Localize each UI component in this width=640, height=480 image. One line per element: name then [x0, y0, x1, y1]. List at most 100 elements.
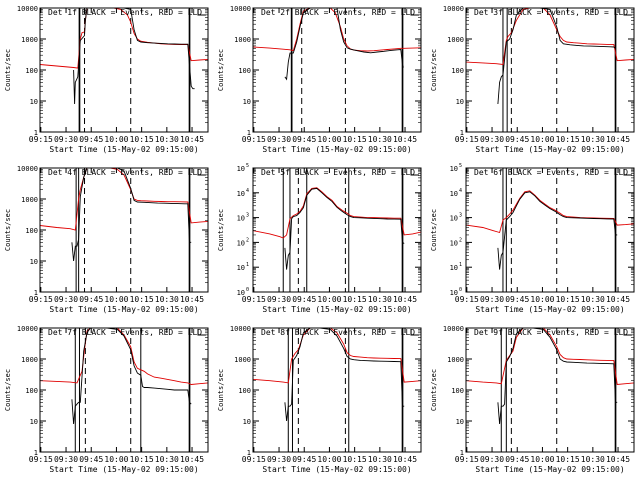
x-tick-label: 09:45 [292, 455, 316, 464]
x-tick-label: 10:00 [104, 295, 128, 304]
y-tick-exponent: 1 [459, 262, 462, 268]
y-axis-label: Counts/sec [4, 209, 12, 251]
series-lld-line [40, 8, 208, 69]
y-tick-label: 1000 [447, 36, 464, 44]
x-tick-label: 10:45 [180, 295, 204, 304]
y-tick-label: 1000 [21, 196, 38, 204]
x-tick-label: 10:45 [393, 135, 417, 144]
x-tick-label: 10:15 [556, 135, 580, 144]
y-tick-label: 1 [247, 129, 251, 137]
y-axis-label: Counts/sec [430, 49, 438, 91]
panel-2: 09:15 09:30 09:45 10:00 10:15 10:30 10:45 1 10 10… [217, 5, 422, 154]
y-tick-label: 10 [237, 190, 245, 198]
y-tick-exponent: 1 [246, 262, 249, 268]
y-tick-label: 10 [456, 98, 464, 106]
x-tick-label: 10:30 [581, 455, 605, 464]
series-events-line [497, 8, 616, 105]
y-tick-label: 1 [34, 449, 38, 457]
y-tick-exponent: 3 [459, 213, 462, 219]
y-tick-label: 100 [25, 227, 38, 235]
y-tick-label: 100 [238, 387, 251, 395]
panel-title: Det 3f BLACK = Events, RED = LLD [474, 8, 628, 17]
y-tick-label: 10 [450, 165, 458, 173]
y-tick-label: 1 [34, 289, 38, 297]
y-tick-label: 10000 [230, 5, 251, 13]
y-tick-label: 10000 [17, 165, 38, 173]
y-tick-label: 1 [247, 449, 251, 457]
corner-glyph [410, 169, 419, 176]
panel-title: Det 9f BLACK = Events, RED = LLD [474, 328, 628, 337]
x-tick-label: 09:30 [54, 135, 78, 144]
x-axis-label: Start Time (15-May-02 09:15:00) [475, 465, 624, 474]
y-tick-exponent: 0 [246, 287, 249, 293]
y-tick-label: 100 [451, 387, 464, 395]
x-axis-label: Start Time (15-May-02 09:15:00) [49, 305, 198, 314]
series-events-line [284, 187, 405, 270]
x-tick-label: 10:00 [317, 135, 341, 144]
series-events-line [284, 328, 405, 422]
x-tick-label: 09:30 [480, 455, 504, 464]
x-tick-label: 09:15 [29, 455, 53, 464]
y-tick-label: 10 [450, 239, 458, 247]
x-tick-label: 09:30 [267, 295, 291, 304]
x-tick-label: 10:00 [530, 455, 554, 464]
series-events-line [284, 8, 404, 81]
x-tick-label: 09:45 [505, 295, 529, 304]
x-tick-label: 09:15 [29, 295, 53, 304]
panel-title: Det 7f BLACK = Events, RED = LLD [48, 328, 202, 337]
panel-title: Det 4f BLACK = Events, RED = LLD [48, 168, 202, 177]
x-tick-label: 09:30 [480, 295, 504, 304]
series-lld-line [40, 168, 208, 231]
y-tick-label: 10 [30, 258, 38, 266]
x-axis-label: Start Time (15-May-02 09:15:00) [49, 465, 198, 474]
y-tick-exponent: 0 [459, 287, 462, 293]
x-tick-label: 10:15 [130, 295, 154, 304]
y-axis-label: Counts/sec [430, 209, 438, 251]
x-axis-label: Start Time (15-May-02 09:15:00) [262, 145, 411, 154]
series-events-line [497, 191, 618, 270]
y-tick-label: 1000 [21, 356, 38, 364]
y-tick-exponent: 5 [246, 163, 249, 169]
x-tick-label: 09:45 [79, 455, 103, 464]
x-tick-label: 09:15 [455, 135, 479, 144]
plot-frame [465, 7, 635, 133]
series-events-line [71, 168, 192, 262]
x-tick-label: 10:45 [393, 295, 417, 304]
x-tick-label: 10:45 [180, 455, 204, 464]
panel-title: Det 6f BLACK = Events, RED = LLD [474, 168, 628, 177]
x-tick-label: 10:30 [155, 135, 179, 144]
corner-glyph [197, 9, 206, 16]
y-tick-label: 1000 [447, 356, 464, 364]
y-tick-label: 10 [450, 289, 458, 297]
y-tick-label: 10000 [17, 325, 38, 333]
y-tick-exponent: 4 [246, 188, 249, 194]
y-tick-label: 10 [243, 98, 251, 106]
x-tick-label: 10:30 [581, 135, 605, 144]
y-tick-label: 10 [237, 165, 245, 173]
x-tick-label: 10:00 [317, 455, 341, 464]
x-tick-label: 10:30 [368, 135, 392, 144]
x-tick-label: 10:00 [317, 295, 341, 304]
x-tick-label: 10:00 [530, 295, 554, 304]
plot-frame [252, 167, 422, 293]
y-tick-label: 10 [450, 264, 458, 272]
y-axis-label: Counts/sec [4, 49, 12, 91]
x-tick-label: 09:15 [242, 295, 266, 304]
y-tick-exponent: 3 [246, 213, 249, 219]
panel-title: Det 2f BLACK = Events, RED = LLD [261, 8, 415, 17]
x-tick-label: 10:15 [343, 135, 367, 144]
panel-4: 09:15 09:30 09:45 10:00 10:15 10:30 10:45 1 10 10… [4, 165, 209, 314]
corner-glyph [623, 169, 632, 176]
x-tick-label: 09:15 [455, 295, 479, 304]
y-tick-exponent: 5 [459, 163, 462, 169]
y-tick-label: 1000 [234, 36, 251, 44]
x-tick-label: 09:30 [54, 455, 78, 464]
x-axis-label: Start Time (15-May-02 09:15:00) [49, 145, 198, 154]
y-tick-exponent: 2 [459, 237, 462, 243]
series-lld-line [466, 190, 634, 234]
x-tick-label: 09:30 [267, 135, 291, 144]
x-tick-label: 10:45 [606, 135, 630, 144]
y-axis-label: Counts/sec [217, 369, 225, 411]
